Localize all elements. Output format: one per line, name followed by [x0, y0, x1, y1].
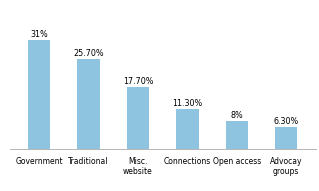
Text: 8%: 8% — [230, 111, 243, 120]
Bar — [78, 59, 100, 149]
Bar — [275, 127, 297, 149]
Text: 6.30%: 6.30% — [274, 117, 299, 125]
Text: 31%: 31% — [30, 30, 48, 39]
Bar — [127, 87, 149, 149]
Bar — [176, 109, 198, 149]
Text: 11.30%: 11.30% — [172, 99, 203, 108]
Text: 17.70%: 17.70% — [123, 77, 153, 86]
Bar — [226, 121, 248, 149]
Text: 25.70%: 25.70% — [73, 49, 104, 58]
Bar — [28, 40, 50, 149]
